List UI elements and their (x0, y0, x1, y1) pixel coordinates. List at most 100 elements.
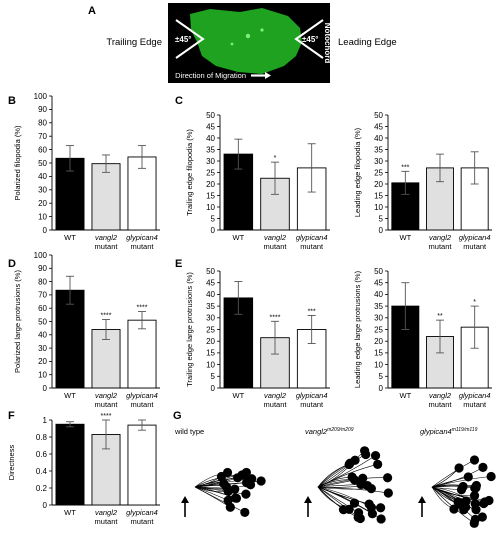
y-tick-label: 20 (206, 180, 215, 189)
category-label: WT (64, 508, 76, 517)
y-tick-label: 45 (374, 122, 383, 131)
significance-stars: **** (270, 314, 281, 321)
y-tick-label: 10 (374, 203, 383, 212)
bar (127, 424, 157, 506)
category-label: mutant (463, 400, 487, 409)
y-tick-label: 90 (38, 105, 47, 114)
y-tick-label: 30 (206, 157, 215, 166)
panel-letter: E (175, 258, 182, 270)
track-endpoint (231, 493, 242, 503)
y-tick-label: 0 (43, 226, 48, 235)
origin-arrow-icon (181, 496, 189, 503)
category-label: glypican4 (126, 233, 158, 242)
track-endpoint (469, 491, 480, 501)
track-endpoint (461, 496, 471, 506)
track-endpoint (376, 514, 386, 524)
y-axis-label: Leading edge filopodia (%) (353, 127, 362, 217)
y-tick-label: 0.2 (36, 484, 48, 493)
y-tick-label: 1 (43, 416, 48, 425)
track-endpoint (225, 502, 235, 512)
panel-a: A ±45° ±45° Notochord Direction of Migra… (88, 3, 397, 83)
track-endpoint (477, 512, 487, 522)
y-tick-label: 30 (38, 186, 47, 195)
bar (91, 163, 121, 231)
vangl2-genotype-label: vangl2m209/m209 (305, 427, 354, 436)
significance-stars: ** (437, 313, 443, 320)
category-label: WT (399, 233, 411, 242)
track-endpoint (355, 513, 365, 524)
y-tick-label: 50 (206, 111, 215, 120)
y-tick-label: 50 (374, 111, 383, 120)
glypican4-tracks (418, 455, 496, 528)
category-label: mutant (131, 242, 155, 251)
track-endpoint (471, 480, 481, 491)
category-label: mutant (264, 242, 288, 251)
y-tick-label: 0 (379, 226, 384, 235)
y-tick-label: 30 (374, 314, 383, 323)
category-label: mutant (300, 242, 324, 251)
y-tick-label: 0.6 (36, 450, 48, 459)
category-label: glypican4 (126, 508, 158, 517)
track-endpoint (376, 503, 386, 513)
trailing-edge-label: Trailing Edge (106, 37, 162, 48)
y-tick-label: 45 (206, 122, 215, 131)
significance-stars: **** (101, 313, 112, 320)
category-label: vangl2 (95, 508, 118, 517)
track-line (317, 454, 366, 488)
y-tick-label: 20 (38, 199, 47, 208)
y-tick-label: 20 (374, 180, 383, 189)
track-endpoint (349, 475, 360, 485)
track-line (194, 484, 251, 490)
track-endpoint (486, 471, 496, 482)
y-tick-label: 100 (34, 92, 48, 101)
y-tick-label: 35 (206, 145, 215, 154)
chart-D: D 0 10 20 30 40 50 60 70 80 90 100 Polarized large p… (8, 251, 160, 409)
bar (55, 423, 85, 506)
bar (127, 156, 157, 231)
y-tick-label: 15 (374, 191, 383, 200)
y-tick-label: 5 (379, 214, 384, 223)
migrating-cell-shape (190, 8, 302, 74)
y-tick-label: 10 (206, 203, 215, 212)
category-label: mutant (95, 242, 119, 251)
significance-stars: * (274, 155, 277, 162)
y-tick-label: 0 (43, 501, 48, 510)
y-tick-label: 10 (38, 371, 47, 380)
category-label: mutant (264, 400, 288, 409)
y-tick-label: 80 (38, 277, 47, 286)
chart-F: F00.20.40.60.81DirectnessWT****vangl2mut… (7, 410, 160, 526)
y-tick-label: 45 (206, 279, 215, 288)
chart-E2: 0 5 10 15 20 25 30 35 40 45 50 Leading edge large p… (353, 267, 492, 409)
y-tick-label: 60 (38, 304, 47, 313)
y-tick-label: 0 (211, 226, 216, 235)
track-endpoint (256, 476, 266, 486)
y-tick-label: 0.8 (36, 433, 48, 442)
category-label: vangl2 (264, 391, 287, 400)
glypican4-gene: glypican4 (420, 427, 452, 436)
y-axis-label: Directness (7, 445, 16, 481)
track-endpoint (449, 504, 459, 514)
direction-arrow-head-icon (265, 72, 271, 79)
y-tick-label: 25 (206, 168, 215, 177)
category-label: mutant (300, 400, 324, 409)
y-tick-label: 50 (206, 267, 215, 276)
y-tick-label: 25 (206, 325, 215, 334)
y-tick-label: 25 (374, 168, 383, 177)
category-label: glypican4 (126, 391, 158, 400)
y-tick-label: 40 (38, 331, 47, 340)
track-endpoint (239, 469, 250, 479)
category-label: mutant (429, 400, 453, 409)
category-label: vangl2 (429, 391, 452, 400)
track-line (431, 486, 475, 524)
y-tick-label: 45 (374, 279, 383, 288)
y-tick-label: 0 (43, 384, 48, 393)
track-endpoint (471, 505, 481, 515)
wild-type-tracks (181, 467, 266, 518)
track-line (431, 467, 484, 488)
panel-a-letter: A (88, 5, 96, 17)
y-tick-label: 10 (206, 360, 215, 369)
category-label: mutant (95, 400, 119, 409)
track-line (317, 486, 372, 490)
